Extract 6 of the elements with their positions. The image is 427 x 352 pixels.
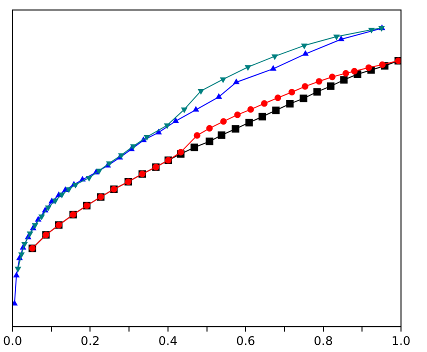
- x-tick-label: 0.2: [80, 334, 100, 348]
- x-tick-label: 0.8: [314, 334, 333, 348]
- x-tick-label: 0.0: [2, 334, 22, 348]
- x-tick-label: 1.0: [391, 334, 411, 348]
- x-tick-label: 0.4: [158, 334, 178, 348]
- x-tick-label: 0.6: [236, 334, 256, 348]
